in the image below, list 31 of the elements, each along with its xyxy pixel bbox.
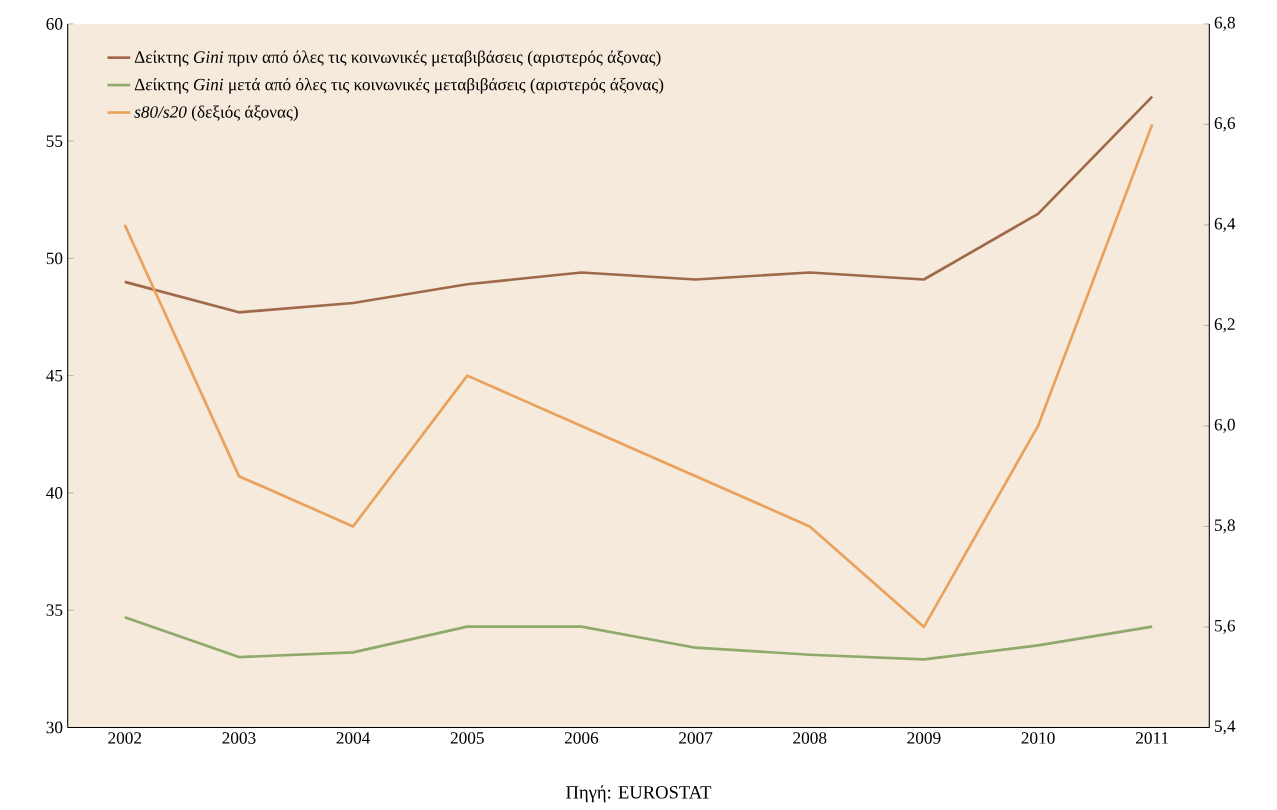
y-tick-label: 45 — [46, 370, 63, 382]
y2-tick-label: 6,2 — [1214, 318, 1235, 333]
x-tick-label: 2002 — [108, 732, 142, 744]
y2-tick-label: 5,6 — [1215, 620, 1236, 635]
line-series — [123, 616, 1154, 661]
y-tick-label: 35 — [46, 604, 63, 617]
y2-tick-label: 6,6 — [1214, 117, 1236, 132]
legend-label: Δείκτης Gini πριν από όλες τις κοινωνικές μεταβιβάσεις (αριστερός άξονας) — [134, 50, 661, 67]
x-tick-label: 2008 — [793, 732, 827, 744]
y2-tick-label: 6,4 — [1214, 217, 1236, 233]
text: Πηγή: EUROSTAT — [566, 785, 712, 803]
y2-tick-label: 5,4 — [1215, 720, 1236, 735]
legend-label: s80/s20 (δεξιός άξονας) — [134, 105, 298, 122]
y-tick-label: 55 — [46, 135, 63, 147]
x-tick-label: 2003 — [222, 732, 256, 744]
y-tick-label: 60 — [46, 18, 63, 30]
y2-tick-label: 6,0 — [1214, 418, 1235, 434]
x-tick-label: 2009 — [907, 732, 941, 744]
x-tick-label: 2010 — [1021, 732, 1055, 744]
y2-tick-label: 6,8 — [1214, 16, 1235, 32]
line-series — [123, 95, 1154, 314]
y-tick-label: 50 — [46, 252, 63, 265]
x-tick-label: 2011 — [1136, 732, 1169, 744]
x-tick-label: 2007 — [679, 732, 713, 744]
x-tick-label: 2004 — [336, 732, 371, 744]
x-tick-label: 2005 — [450, 732, 484, 744]
y2-tick-label: 5,8 — [1215, 519, 1235, 534]
legend-label: Δείκτης Gini μετά από όλες τις κοινωνικές μεταβιβάσεις (αριστερός άξονας) — [134, 78, 664, 94]
x-tick-label: 2006 — [564, 732, 599, 744]
y-tick-label: 40 — [46, 487, 63, 499]
y-tick-label: 30 — [46, 721, 63, 734]
